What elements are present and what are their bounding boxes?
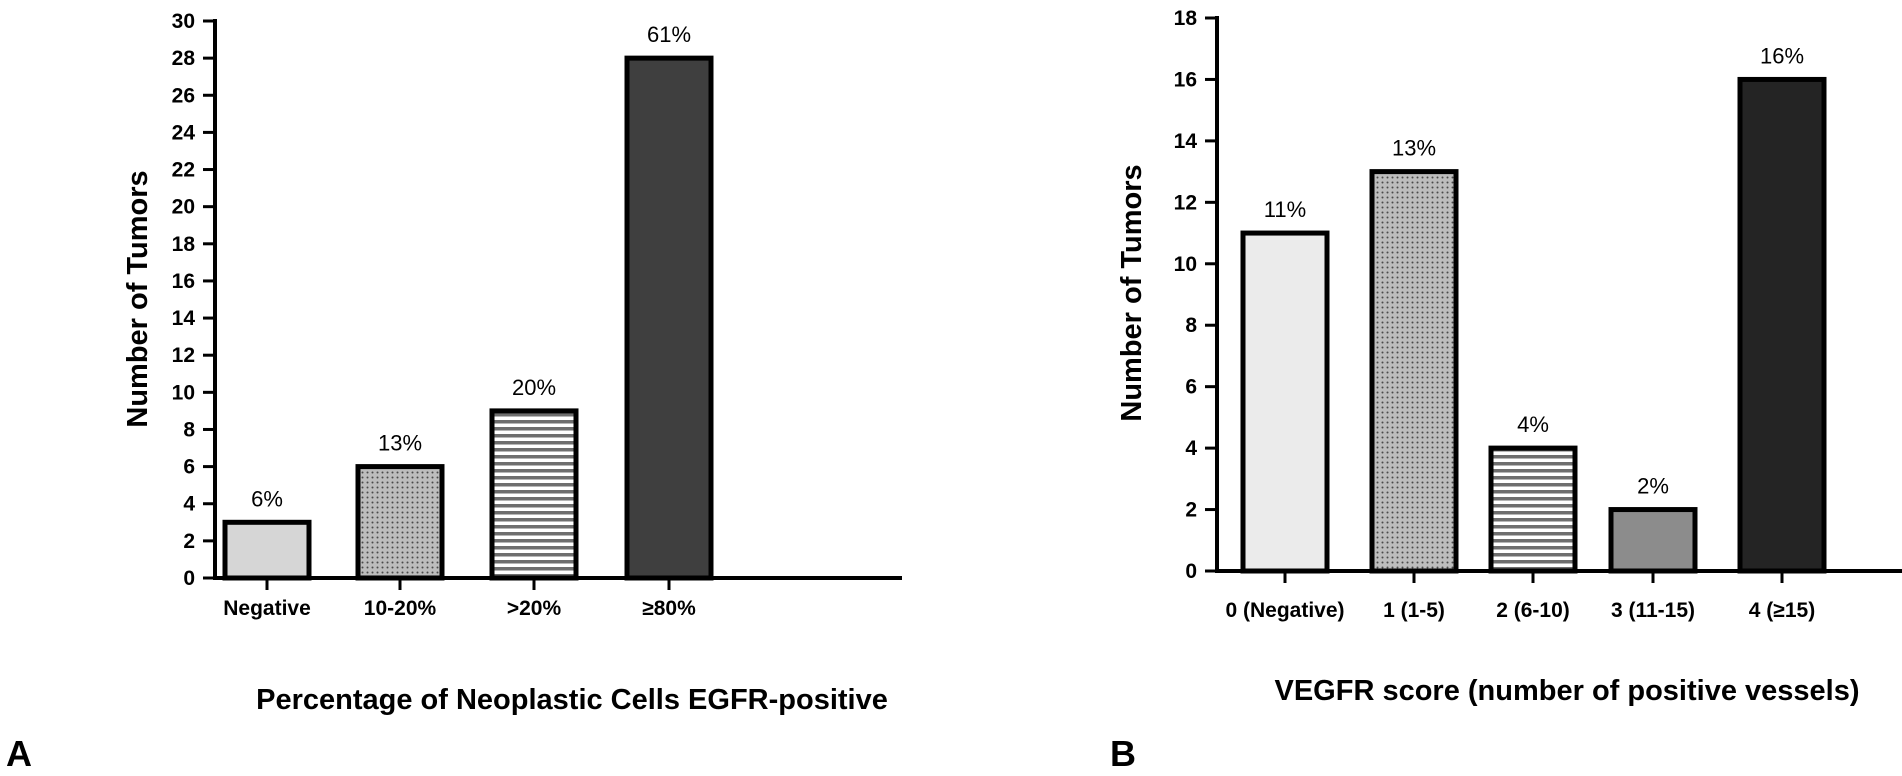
panel-b-y-tick-label: 18 — [1174, 7, 1198, 30]
panel-b-data-label-4: 2% — [1637, 474, 1669, 499]
panel-b-category-label-2: 1 (1-5) — [1383, 599, 1445, 622]
panel-b-data-label-5: 16% — [1760, 43, 1804, 68]
panel-b-letter: B — [1110, 733, 1136, 774]
panel-a-y-tick-label: 4 — [183, 493, 195, 516]
panel-a-letter: A — [6, 733, 32, 774]
panel-b-data-label-2: 13% — [1392, 136, 1436, 161]
panel-b-category-label-5: 4 (≥15) — [1749, 599, 1815, 622]
panel-a-y-axis-title: Number of Tumors — [122, 170, 154, 427]
panel-b-bar-5 — [1737, 76, 1827, 574]
panel-a-y-tick-label: 6 — [183, 456, 195, 479]
panel-b-category-label-3: 2 (6-10) — [1496, 599, 1570, 622]
panel-a-bar-3 — [489, 408, 579, 581]
panel-b-y-axis-title: Number of Tumors — [1116, 164, 1148, 421]
panel-a-y-tick-label: 16 — [172, 270, 195, 293]
panel-a-category-label-3: >20% — [507, 597, 562, 620]
panel-a-y-tick-label: 8 — [183, 418, 195, 441]
panel-a-y-tick-label: 2 — [183, 530, 195, 553]
panel-a-category-label-1: Negative — [223, 597, 311, 620]
panel-a-category-label-2: 10-20% — [364, 597, 437, 620]
panel-b-bar-4 — [1608, 507, 1698, 574]
panel-a-data-label-1: 6% — [251, 486, 283, 511]
panel-a-y-tick-label: 10 — [172, 381, 195, 404]
panel-b-x-axis-title: VEGFR score (number of positive vessels) — [1274, 675, 1859, 707]
panel-b-y-tick-label: 2 — [1185, 499, 1197, 522]
panel-b-y-tick-label: 8 — [1185, 314, 1197, 337]
panel-a-data-label-2: 13% — [378, 431, 422, 456]
panel-a-category-label-4: ≥80% — [642, 597, 696, 620]
panel-a-y-tick-label: 30 — [172, 10, 195, 33]
panel-b-bar-3 — [1488, 445, 1578, 574]
panel-a-y-tick-label: 20 — [172, 196, 195, 219]
panel-a-x-axis-title: Percentage of Neoplastic Cells EGFR-posi… — [256, 684, 888, 716]
panel-b-y-tick-label: 0 — [1185, 560, 1197, 583]
panel-b-y-tick-label: 4 — [1185, 437, 1197, 460]
panel-a-y-tick-label: 22 — [172, 159, 195, 182]
panel-a-y-tick-label: 18 — [172, 233, 196, 256]
panel-b-category-label-4: 3 (11-15) — [1611, 599, 1695, 622]
panel-a-data-label-3: 20% — [512, 375, 556, 400]
panel-a-data-label-4: 61% — [647, 22, 691, 47]
panel-a-y-tick-label: 24 — [172, 121, 196, 144]
panel-b-bar-2 — [1369, 169, 1459, 574]
panel-b-y-tick-label: 16 — [1174, 68, 1197, 91]
panel-b-y-tick-label: 6 — [1185, 376, 1197, 399]
panel-b-y-tick-label: 14 — [1174, 130, 1198, 153]
panel-b-y-tick-label: 12 — [1174, 191, 1197, 214]
panel-a-y-tick-label: 14 — [172, 307, 196, 330]
panel-b-y-tick-label: 10 — [1174, 253, 1197, 276]
panel-b-data-label-1: 11% — [1264, 197, 1306, 222]
panel-a-bar-2 — [355, 464, 445, 581]
panel-b-category-label-1: 0 (Negative) — [1225, 599, 1344, 622]
panel-a-y-tick-label: 26 — [172, 84, 195, 107]
panel-a-y-tick-label: 0 — [183, 567, 195, 590]
panel-a-bar-1 — [222, 519, 312, 581]
panel-b-data-label-3: 4% — [1517, 412, 1549, 437]
panel-a-y-tick-label: 12 — [172, 344, 195, 367]
panel-b-bar-1 — [1240, 230, 1330, 574]
panel-a-bar-4 — [624, 55, 714, 581]
chart-panel-b: 0 2 4 6 8 10 12 14 16 18 11% 13% 4% 2% 16% 0 (Negativ… — [1110, 7, 1902, 774]
panel-a-y-tick-label: 28 — [172, 47, 196, 70]
